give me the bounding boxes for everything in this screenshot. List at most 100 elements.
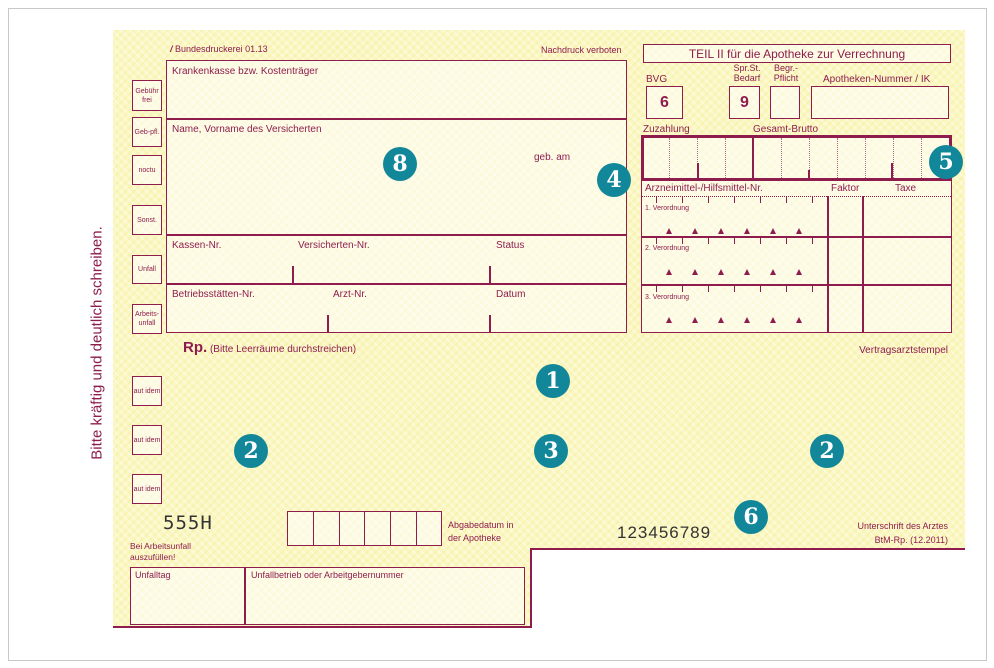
digit-tick [812, 286, 813, 292]
begr-field[interactable] [770, 86, 800, 119]
name-field[interactable]: Name, Vorname des Versicherten [172, 124, 322, 135]
marker-badge-6: 6 [734, 500, 768, 534]
dob-field[interactable]: geb. am [534, 152, 571, 163]
begr-label: Begr.-Pflicht [773, 63, 799, 83]
digit-tick [682, 238, 683, 244]
row-3-label[interactable]: 3. Verordnung [645, 294, 689, 301]
digit-divider [865, 138, 866, 178]
insured-no-field[interactable]: Versicherten-Nr. [298, 240, 370, 251]
rp-heading: Rp. (Bitte Leerräume durchstreichen) [183, 339, 356, 356]
accident-day-field[interactable]: Unfalltag [135, 570, 171, 580]
date-cell-divider [312, 511, 314, 546]
signature-label: Unterschrift des Arztes [857, 521, 948, 531]
digit-tick [786, 286, 787, 292]
rp-title: Rp. [183, 339, 208, 356]
digit-marker [666, 228, 672, 234]
divider [641, 236, 952, 238]
spr-field[interactable]: 9 [729, 86, 760, 119]
divider [641, 284, 952, 286]
patient-data-box [166, 60, 627, 333]
spr-label: Spr.St. Bedarf [733, 63, 761, 83]
date-field[interactable]: Datum [496, 289, 526, 300]
ik-label: Apotheken-Nummer / IK [823, 74, 931, 85]
separator [489, 315, 491, 333]
stamp-label: Vertragsarztstempel [859, 345, 948, 356]
separator [489, 266, 491, 284]
digit-marker [718, 269, 724, 275]
date-cell-divider [416, 511, 417, 546]
site-no-field[interactable]: Betriebsstätten-Nr. [172, 289, 255, 300]
rp-note: (Bitte Leerräume durchstreichen) [209, 344, 357, 355]
digit-tick [734, 197, 735, 203]
digit-marker [796, 317, 802, 323]
checkbox-gebuehr-frei[interactable]: Gebühr frei [132, 80, 162, 111]
digit-tick [682, 286, 683, 292]
side-instruction: Bitte kräftig und deutlich schreiben. [88, 226, 106, 460]
ik-field[interactable] [811, 86, 949, 119]
digit-marker [744, 269, 750, 275]
digit-marker [666, 317, 672, 323]
digit-divider [893, 138, 894, 178]
accident-employer-field[interactable]: Unfallbetrieb oder Arbeitgebernummer [251, 570, 404, 580]
digit-tick [786, 197, 787, 203]
dispense-date-label: Abgabedatum in der Apotheke [448, 520, 514, 543]
insurer-field[interactable]: Krankenkasse bzw. Kostenträger [172, 66, 319, 77]
marker-badge-1: 1 [536, 364, 570, 398]
gross-label: Gesamt-Brutto [753, 124, 819, 135]
amount-field[interactable] [641, 135, 952, 181]
border-line [530, 548, 532, 628]
checkbox-unfall[interactable]: Unfall [132, 255, 162, 284]
drug-no-header: Arzneimittel-/Hilfsmittel-Nr. [645, 183, 763, 194]
fee-header: Taxe [895, 183, 917, 194]
doctor-no-field[interactable]: Arzt-Nr. [333, 289, 367, 300]
digit-tick [734, 238, 735, 244]
digit-marker [796, 269, 802, 275]
digit-tick [708, 238, 709, 244]
digit-marker [718, 317, 724, 323]
digit-marker [692, 228, 698, 234]
digit-tick [786, 238, 787, 244]
checkbox-aut-idem-3[interactable]: aut idem [132, 474, 162, 504]
status-field[interactable]: Status [496, 240, 525, 251]
bvg-label: BVG [646, 74, 668, 85]
separator [827, 196, 829, 333]
digit-tick [708, 197, 709, 203]
digit-tick [760, 197, 761, 203]
checkbox-sonst[interactable]: Sonst. [132, 205, 162, 235]
digit-marker [770, 317, 776, 323]
checkbox-aut-idem-2[interactable]: aut idem [132, 425, 162, 455]
digit-tick [708, 286, 709, 292]
digit-marker [796, 228, 802, 234]
divider [166, 283, 627, 285]
drug-table [641, 180, 952, 333]
date-cell-divider [364, 511, 366, 546]
digit-divider [837, 138, 838, 178]
row-1-label[interactable]: 1. Verordnung [645, 205, 689, 212]
pharmacy-title: TEIL II für die Apotheke zur Verrechnung [643, 44, 951, 63]
digit-divider [669, 138, 670, 178]
digit-tick [682, 197, 683, 203]
separator [752, 135, 754, 181]
insurer-no-field[interactable]: Kassen-Nr. [172, 240, 222, 251]
row-2-label[interactable]: 2. Verordnung [645, 245, 689, 252]
marker-badge-2: 2 [234, 434, 268, 468]
digit-marker [770, 269, 776, 275]
bvg-field[interactable]: 6 [646, 86, 683, 119]
checkbox-noctu[interactable]: noctu [132, 155, 162, 185]
checkbox-aut-idem-1[interactable]: aut idem [132, 376, 162, 406]
reprint-note: Nachdruck verboten [541, 45, 622, 55]
checkbox-geb-pfl[interactable]: Geb-pfl. [132, 117, 162, 147]
marker-badge-3: 3 [534, 434, 568, 468]
factor-header: Faktor [831, 183, 860, 194]
digit-marker [718, 228, 724, 234]
digit-tick [734, 286, 735, 292]
border-line [113, 626, 532, 628]
checkbox-arbeitsunfall[interactable]: Arbeits-unfall [132, 304, 162, 334]
marker-badge-5: 5 [929, 145, 963, 179]
decimal-mark [697, 163, 699, 178]
digit-marker [692, 269, 698, 275]
digit-tick [760, 238, 761, 244]
separator [292, 266, 294, 284]
digit-tick [656, 238, 657, 244]
separator [327, 315, 329, 333]
